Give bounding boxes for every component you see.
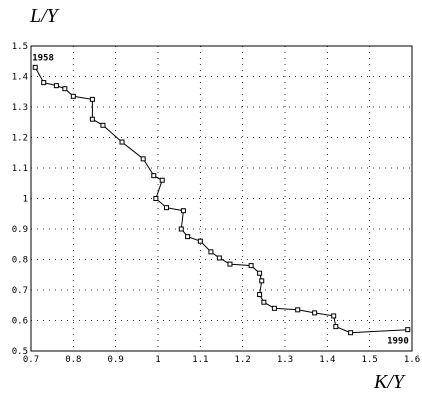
data-point [140, 156, 146, 162]
data-point [178, 226, 184, 232]
data-point [32, 64, 38, 70]
x-tick-labels: 0.7 0.8 0.9 1 1.1 1.2 1.3 1.4 1.5 1.6 [23, 355, 420, 365]
y-tick-label: 0.6 [12, 317, 28, 327]
y-tick-label: 0.5 [12, 347, 28, 357]
y-tick-label: 0.9 [12, 225, 28, 235]
plot-frame [30, 45, 413, 352]
data-point [312, 310, 318, 316]
data-point [259, 278, 265, 284]
x-tick-label: 1.1 [192, 355, 208, 365]
data-point [163, 205, 169, 211]
data-point [405, 327, 411, 333]
data-point [216, 255, 222, 261]
data-point [197, 238, 203, 244]
y-tick-label: 1.4 [12, 73, 28, 83]
y-tick-label: 1.3 [12, 103, 28, 113]
y-tick-label: 0.7 [12, 286, 28, 296]
y-tick-label: 0.8 [12, 256, 28, 266]
data-point [208, 249, 214, 255]
x-tick-label: 0.9 [108, 355, 124, 365]
data-point [333, 324, 339, 330]
y-tick-label: 1.5 [12, 42, 28, 52]
x-tick-label: 1.4 [319, 355, 335, 365]
data-point [248, 263, 254, 269]
data-point [331, 313, 337, 319]
annotation-start-year: 1958 [32, 53, 54, 63]
data-point [41, 80, 47, 86]
data-point [348, 330, 354, 336]
annotations: 1958 1990 [32, 53, 409, 346]
y-tick-labels: 0.5 0.6 0.7 0.8 0.9 1 1.1 1.2 1.3 1.4 1.5 [12, 42, 28, 357]
y-tick-label: 1.1 [12, 164, 28, 174]
data-point [271, 305, 277, 311]
data-point [159, 177, 165, 183]
x-tick-label: 0.8 [65, 355, 81, 365]
data-point [151, 173, 157, 179]
data-point [119, 139, 125, 145]
data-point [89, 96, 95, 102]
x-axis-title: K/Y [373, 371, 406, 393]
y-tick-label: 1.2 [12, 134, 28, 144]
y-tick-label: 1 [23, 195, 28, 205]
data-point [295, 307, 301, 313]
x-tick-label: 1.3 [277, 355, 293, 365]
y-axis-title: L/Y [29, 5, 60, 27]
x-tick-label: 0.7 [23, 355, 39, 365]
x-tick-label: 1.5 [362, 355, 378, 365]
data-point [227, 261, 233, 267]
annotation-end-year: 1990 [387, 337, 409, 347]
data-point [153, 196, 159, 201]
data-point [185, 234, 191, 240]
data-point [89, 116, 95, 122]
data-point [53, 83, 59, 89]
data-point [257, 270, 263, 276]
data-point [257, 292, 263, 298]
x-tick-label: 1.2 [235, 355, 251, 365]
series-group [32, 64, 411, 336]
grid [31, 46, 412, 351]
data-point [100, 122, 106, 128]
data-point [62, 86, 68, 92]
data-point [261, 299, 267, 305]
x-tick-label: 1.6 [404, 355, 420, 365]
data-point [180, 208, 186, 214]
data-point [70, 93, 76, 99]
x-tick-label: 1 [155, 355, 160, 365]
